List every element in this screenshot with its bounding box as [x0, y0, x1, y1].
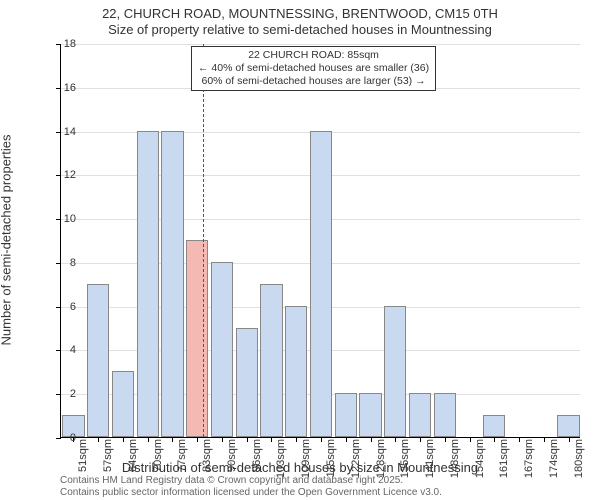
xtick-mark — [123, 437, 124, 442]
xtick-mark — [395, 437, 396, 442]
chart-title-line2: Size of property relative to semi-detach… — [0, 22, 600, 37]
annotation-line1: 22 CHURCH ROAD: 85sqm — [198, 49, 429, 62]
chart-title-line1: 22, CHURCH ROAD, MOUNTNESSING, BRENTWOOD… — [0, 6, 600, 21]
ytick-label: 14 — [46, 126, 76, 138]
histogram-bar — [236, 328, 258, 437]
xtick-mark — [445, 437, 446, 442]
x-axis-label: Distribution of semi-detached houses by … — [0, 460, 600, 475]
ytick-label: 2 — [46, 388, 76, 400]
ytick-label: 10 — [46, 213, 76, 225]
histogram-bar — [112, 371, 134, 437]
xtick-mark — [172, 437, 173, 442]
xtick-mark — [321, 437, 322, 442]
chart-container: 22, CHURCH ROAD, MOUNTNESSING, BRENTWOOD… — [0, 0, 600, 500]
histogram-bar — [434, 393, 456, 437]
histogram-bar — [87, 284, 109, 437]
xtick-mark — [247, 437, 248, 442]
xtick-mark — [371, 437, 372, 442]
ytick-label: 8 — [46, 257, 76, 269]
annotation-box: 22 CHURCH ROAD: 85sqm ← 40% of semi-deta… — [191, 46, 436, 91]
reference-line — [203, 44, 204, 437]
histogram-bar — [285, 306, 307, 437]
xtick-mark — [519, 437, 520, 442]
annotation-line3: 60% of semi-detached houses are larger (… — [198, 75, 429, 88]
histogram-bar — [137, 131, 159, 437]
ytick-label: 6 — [46, 301, 76, 313]
xtick-mark — [296, 437, 297, 442]
xtick-mark — [98, 437, 99, 442]
xtick-mark — [222, 437, 223, 442]
xtick-mark — [420, 437, 421, 442]
ytick-label: 0 — [46, 432, 76, 444]
xtick-mark — [544, 437, 545, 442]
histogram-bar — [310, 131, 332, 437]
histogram-bar — [384, 306, 406, 437]
attribution-text: Contains HM Land Registry data © Crown c… — [60, 475, 442, 498]
gridline — [61, 44, 580, 45]
y-axis-label: Number of semi-detached properties — [0, 135, 14, 346]
plot-area: 51sqm57sqm64sqm70sqm77sqm83sqm90sqm96sqm… — [60, 44, 580, 438]
annotation-line2: ← 40% of semi-detached houses are smalle… — [198, 62, 429, 75]
ytick-label: 16 — [46, 82, 76, 94]
xtick-mark — [148, 437, 149, 442]
histogram-bar — [359, 393, 381, 437]
xtick-mark — [197, 437, 198, 442]
histogram-bar — [260, 284, 282, 437]
attribution-line1: Contains HM Land Registry data © Crown c… — [60, 475, 403, 486]
xtick-mark — [494, 437, 495, 442]
xtick-mark — [569, 437, 570, 442]
attribution-line2: Contains public sector information licen… — [60, 487, 442, 498]
histogram-bar-highlight — [186, 240, 208, 437]
ytick-label: 12 — [46, 169, 76, 181]
ytick-label: 4 — [46, 344, 76, 356]
histogram-bar — [557, 415, 579, 437]
xtick-mark — [470, 437, 471, 442]
ytick-label: 18 — [46, 38, 76, 50]
histogram-bar — [211, 262, 233, 437]
histogram-bar — [409, 393, 431, 437]
xtick-mark — [271, 437, 272, 442]
histogram-bar — [161, 131, 183, 437]
xtick-mark — [346, 437, 347, 442]
histogram-bar — [335, 393, 357, 437]
histogram-bar — [483, 415, 505, 437]
